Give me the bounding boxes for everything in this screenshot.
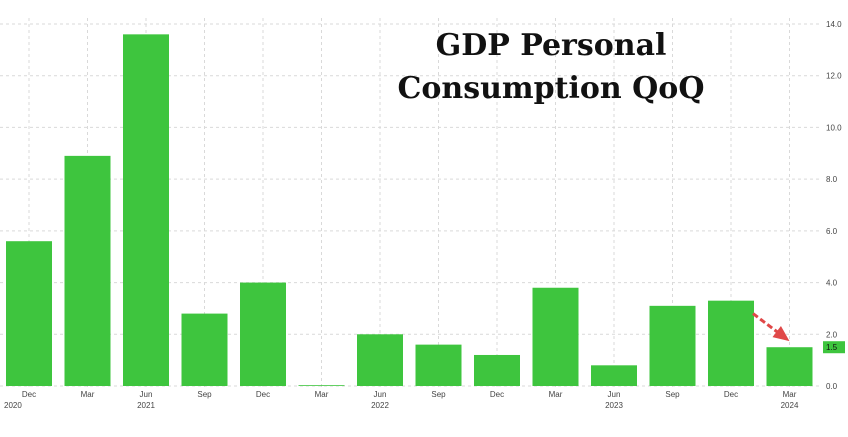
bar xyxy=(708,300,754,386)
bar xyxy=(298,385,345,386)
x-tick-label: Jun xyxy=(608,390,621,399)
annotations: 1.5 xyxy=(752,312,845,354)
y-tick-label: 12.0 xyxy=(826,72,842,81)
bar xyxy=(474,354,520,386)
bars xyxy=(6,34,813,386)
bar xyxy=(6,241,52,386)
x-tick-label: Dec xyxy=(22,390,36,399)
bar xyxy=(649,305,696,386)
chart-title-line-1: GDP Personal xyxy=(436,28,667,63)
y-tick-label: 6.0 xyxy=(826,227,838,236)
trend-arrow-head xyxy=(772,325,790,342)
last-value-box xyxy=(823,341,845,354)
x-tick-label: Mar xyxy=(81,390,95,399)
x-year-label: 2020 xyxy=(4,401,22,410)
x-tick-label: Jun xyxy=(140,390,153,399)
x-tick-label: Dec xyxy=(490,390,504,399)
x-year-label: 2022 xyxy=(371,401,389,410)
x-tick-label: Mar xyxy=(783,390,797,399)
bar xyxy=(64,155,111,386)
x-tick-label: Mar xyxy=(549,390,563,399)
y-tick-label: 0.0 xyxy=(826,382,838,391)
y-tick-label: 8.0 xyxy=(826,175,838,184)
last-value-label: 1.5 xyxy=(826,343,838,352)
x-tick-label: Sep xyxy=(665,390,680,399)
x-tick-label: Sep xyxy=(197,390,212,399)
x-year-label: 2021 xyxy=(137,401,155,410)
y-axis: 0.0 2.0 4.0 6.0 8.0 10.0 12.0 14.0 xyxy=(826,20,842,391)
x-tick-label: Jun xyxy=(374,390,387,399)
y-tick-label: 10.0 xyxy=(826,123,842,132)
x-tick-label: Mar xyxy=(315,390,329,399)
x-axis: Dec Mar Jun Sep Dec Mar Jun Sep Dec Mar Jun Sep Dec M… xyxy=(4,390,799,410)
bar xyxy=(181,313,228,386)
x-year-label: 2023 xyxy=(605,401,623,410)
bar xyxy=(357,334,403,386)
y-tick-label: 14.0 xyxy=(826,20,842,29)
x-tick-label: Dec xyxy=(256,390,270,399)
x-tick-label: Dec xyxy=(724,390,738,399)
bar xyxy=(240,282,286,386)
bar xyxy=(766,347,813,386)
y-tick-label: 2.0 xyxy=(826,330,838,339)
chart-title-line-2: Consumption QoQ xyxy=(398,71,705,106)
x-tick-label: Sep xyxy=(431,390,446,399)
trend-arrow-shaft xyxy=(752,312,787,340)
bar xyxy=(532,287,579,386)
bar xyxy=(591,365,637,386)
bar xyxy=(123,34,169,386)
bar xyxy=(415,344,462,386)
x-year-label: 2024 xyxy=(781,401,799,410)
y-tick-label: 4.0 xyxy=(826,279,838,288)
